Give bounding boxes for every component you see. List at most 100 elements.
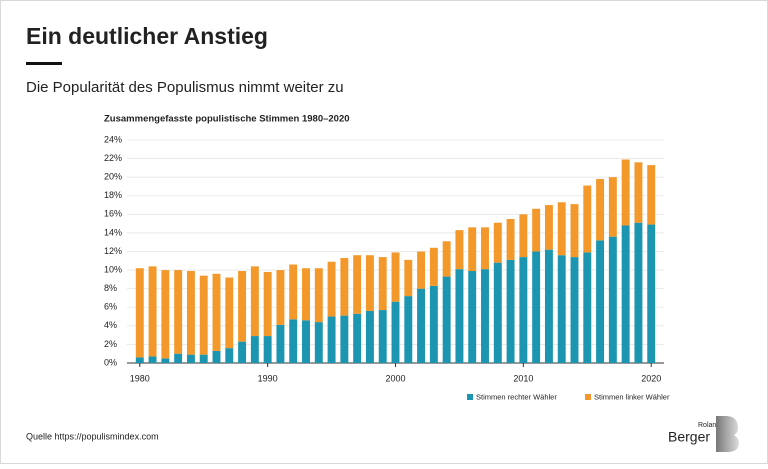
x-tick-label: 1990 — [258, 373, 278, 383]
y-tick-label: 10% — [104, 264, 122, 274]
bar-segment — [557, 255, 566, 363]
y-tick-label: 24% — [104, 134, 122, 144]
x-tick-label: 2010 — [513, 373, 533, 383]
bar-segment — [263, 271, 272, 337]
bar-segment — [583, 185, 592, 253]
bar-segment — [647, 224, 656, 363]
bar-segment — [417, 251, 426, 289]
bar-segment — [365, 310, 374, 363]
bar-segment — [493, 222, 502, 263]
bar-segment — [186, 354, 195, 363]
legend-label: Stimmen linker Wähler — [594, 392, 670, 401]
bar-segment — [174, 353, 183, 363]
bar-segment — [327, 261, 336, 317]
bar-segment — [135, 268, 144, 358]
bar-segment — [608, 177, 617, 237]
x-tick-label: 1980 — [130, 373, 150, 383]
y-tick-label: 12% — [104, 246, 122, 256]
bar-segment — [544, 249, 553, 363]
bar-segment — [442, 241, 451, 277]
bar-segment — [519, 214, 528, 258]
bar-segment — [557, 202, 566, 256]
bar-segment — [506, 218, 515, 260]
bar-segment — [378, 310, 387, 363]
bar-segment — [161, 270, 170, 359]
bar-segment — [302, 268, 310, 321]
logo: Roland Berger — [668, 416, 739, 452]
y-tick-label: 4% — [104, 320, 117, 330]
bar-segment — [378, 257, 387, 311]
logo-text: Berger — [668, 429, 710, 445]
bar-segment — [429, 247, 438, 286]
x-tick-label: 2020 — [641, 373, 661, 383]
bar-segment — [634, 162, 643, 223]
bar-segment — [391, 301, 400, 363]
bar-segment — [621, 159, 630, 226]
bar-segment — [174, 270, 183, 354]
bar-segment — [596, 179, 605, 241]
y-tick-label: 14% — [104, 227, 122, 237]
bar-segment — [225, 277, 234, 349]
bar-segment — [391, 252, 400, 302]
bar-segment — [276, 324, 285, 363]
y-tick-label: 2% — [104, 339, 117, 349]
y-tick-label: 20% — [104, 172, 122, 182]
bar-segment — [468, 271, 477, 363]
bar-segment — [442, 276, 451, 363]
bar-segment — [404, 259, 413, 297]
bar-segment — [186, 271, 195, 355]
bar-segment — [212, 273, 221, 351]
legend-label: Stimmen rechter Wähler — [476, 392, 557, 401]
bar-segment — [225, 348, 234, 363]
source: Quelle https://populismindex.com — [26, 431, 159, 441]
bar-segment — [455, 269, 464, 363]
logo-mark — [716, 416, 739, 452]
legend-swatch — [585, 394, 591, 400]
title: Ein deutlicher Anstieg — [26, 23, 268, 49]
bar-segment — [634, 222, 643, 363]
bar-segment — [289, 264, 298, 320]
bar-segment — [621, 225, 630, 363]
bar-segment — [276, 270, 285, 325]
y-tick-label: 22% — [104, 153, 122, 163]
bar-segment — [135, 357, 144, 363]
bar-segment — [583, 252, 592, 363]
bar-segment — [314, 322, 323, 363]
bar-segment — [647, 165, 656, 225]
bar-segment — [455, 230, 464, 270]
bar-segment — [570, 257, 579, 363]
bar-segment — [365, 255, 374, 311]
y-tick-label: 18% — [104, 190, 122, 200]
bar-segment — [353, 255, 362, 314]
bar-segment — [404, 296, 413, 363]
bar-segment — [161, 358, 170, 363]
bar-segment — [596, 240, 605, 363]
bar-segment — [340, 258, 349, 316]
bar-segment — [199, 354, 208, 363]
y-tick-label: 8% — [104, 283, 117, 293]
bar-segment — [570, 204, 579, 258]
bar-segment — [519, 257, 528, 363]
bar-segment — [429, 285, 438, 363]
bar-segment — [532, 208, 541, 252]
y-tick-label: 0% — [104, 357, 117, 367]
bar-segment — [544, 205, 553, 250]
title-rule — [26, 62, 62, 65]
bar-segment — [238, 341, 247, 363]
bar-segment — [340, 315, 349, 363]
y-tick-label: 16% — [104, 209, 122, 219]
logo-text: Roland — [698, 422, 720, 429]
y-tick-label: 6% — [104, 302, 117, 312]
bar-segment — [148, 356, 157, 363]
bar-segment — [289, 319, 298, 363]
bar-segment — [302, 320, 310, 363]
bar-segment — [314, 268, 323, 323]
bar-segment — [238, 271, 247, 342]
legend-swatch — [467, 394, 473, 400]
bar-segment — [199, 275, 208, 355]
bar-segment — [263, 336, 272, 363]
bar-segment — [468, 227, 477, 272]
bar-segment — [327, 316, 336, 363]
bar-segment — [212, 350, 221, 363]
